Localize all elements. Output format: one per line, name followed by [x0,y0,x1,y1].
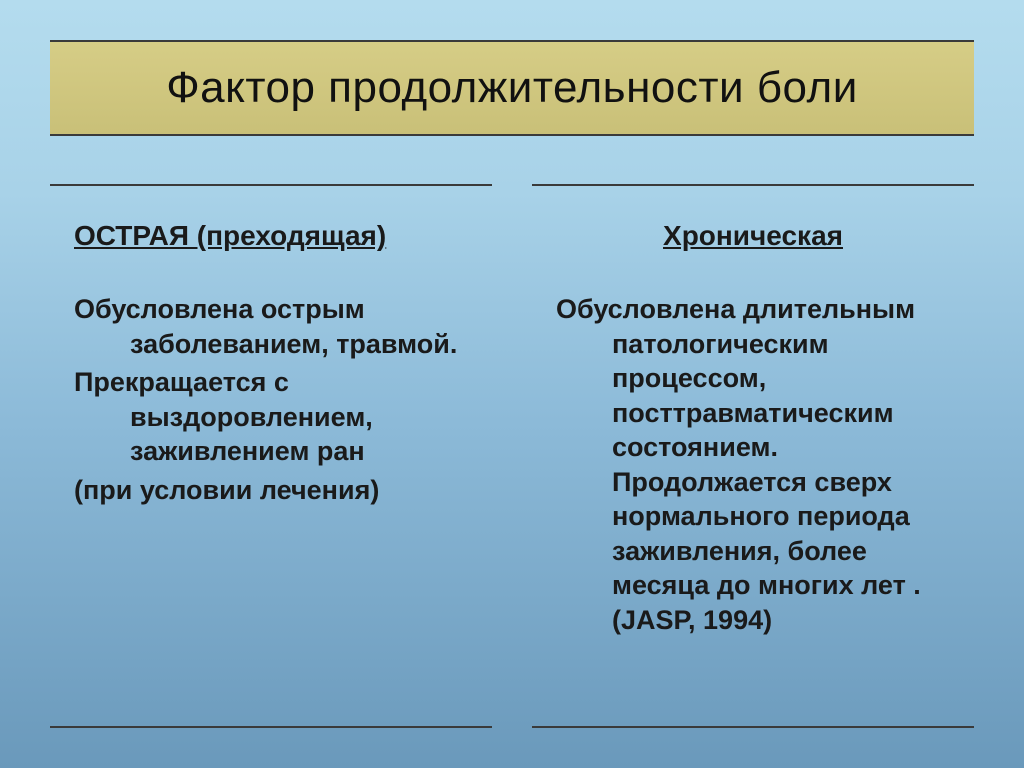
left-p1-text: Обусловлена острым заболеванием, травмой… [74,292,468,361]
left-paragraph-2: Прекращается с выздоровлением, заживлени… [74,365,468,469]
left-p3-text: (при условии лечения) [74,473,468,508]
slide-title: Фактор продолжительности боли [166,63,858,113]
title-bar: Фактор продолжительности боли [50,40,974,136]
columns-container: ОСТРАЯ (преходящая) Обусловлена острым з… [50,184,974,728]
left-heading: ОСТРАЯ (преходящая) [74,220,468,252]
right-column: Хроническая Обусловлена длительным патол… [532,184,974,728]
left-paragraph-3: (при условии лечения) [74,473,468,508]
left-paragraph-1: Обусловлена острым заболеванием, травмой… [74,292,468,361]
right-p1-text: Обусловлена длительным патологическим пр… [556,292,950,637]
right-heading: Хроническая [556,220,950,252]
left-p2-text: Прекращается с выздоровлением, заживлени… [74,365,468,469]
right-paragraph-1: Обусловлена длительным патологическим пр… [556,292,950,637]
left-column: ОСТРАЯ (преходящая) Обусловлена острым з… [50,184,492,728]
